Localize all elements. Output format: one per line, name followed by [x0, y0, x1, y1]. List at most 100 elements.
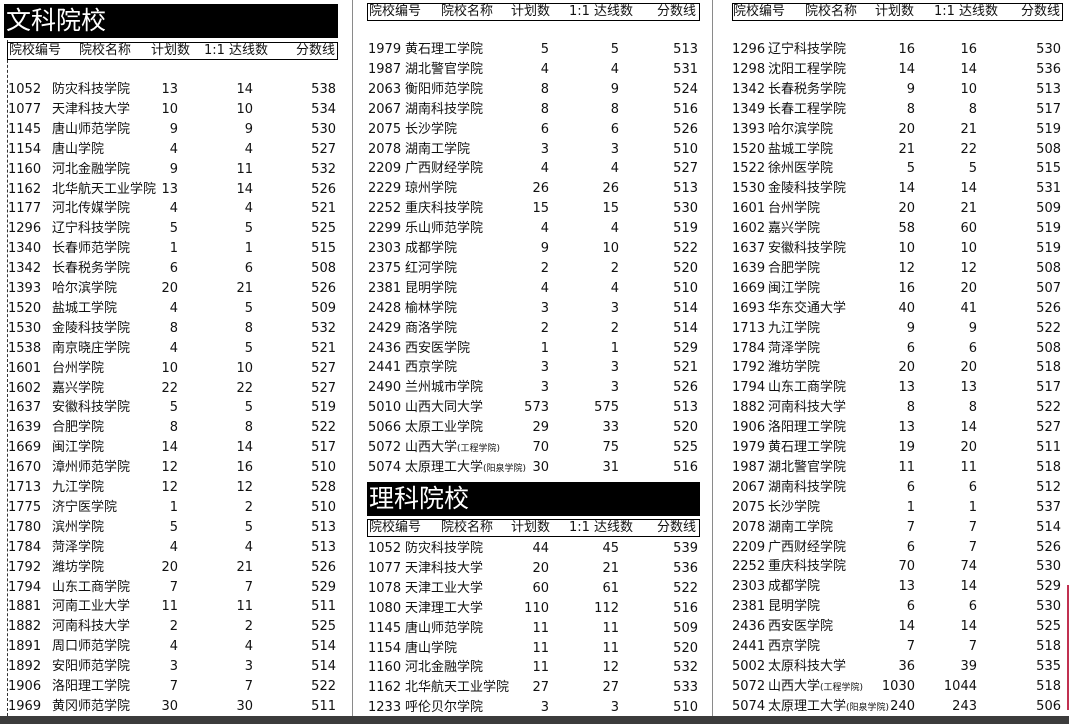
cell-code: 1637	[8, 400, 42, 416]
cell-score: 525	[1036, 619, 1061, 635]
cell-name: 河北金融学院	[52, 161, 131, 177]
table-row: 1233 呼伦贝尔学院 3 3 510	[0, 698, 1069, 718]
cell-code: 2428	[368, 300, 402, 316]
cell-plan: 4	[169, 340, 178, 356]
cell-code: 1639	[8, 420, 42, 436]
cell-name: 华东交通大学	[768, 300, 847, 316]
table-row: 5010 山西大同大学 573 575 513	[0, 398, 1069, 418]
table-row: 1670 漳州师范学院 12 16 510	[0, 458, 1069, 478]
cell-name: 红河学院	[405, 260, 458, 276]
table-row: 1520 盐城工学院 4 5 509	[0, 299, 1069, 319]
cell-code: 1522	[732, 161, 766, 177]
cell-code: 1160	[368, 660, 402, 676]
cell-code: 1784	[8, 539, 42, 555]
cell-reached: 33	[602, 420, 619, 436]
cell-plan: 30	[532, 459, 549, 475]
cell-name: 北华航天工业学院	[405, 680, 510, 696]
cell-score: 514	[1036, 519, 1061, 535]
cell-code: 2441	[732, 639, 766, 654]
cell-reached: 1	[968, 499, 977, 515]
cell-score: 528	[311, 480, 336, 495]
cell-reached: 8	[968, 101, 977, 117]
cell-reached: 14	[960, 579, 977, 595]
cell-score: 516	[673, 600, 698, 616]
table-row: 1154 唐山学院 11 11 520	[0, 639, 1069, 659]
header-score: 分数线	[1021, 4, 1061, 19]
table-row: 1881 河南工业大学 11 11 511	[0, 597, 1069, 617]
table-row: 2381 昆明学院 4 4 510	[0, 279, 1069, 299]
cell-plan: 4	[169, 539, 178, 555]
cell-reached: 13	[960, 380, 977, 396]
table-row: 1713 九江学院 9 9 522	[0, 319, 1069, 339]
cell-plan: 44	[532, 541, 549, 556]
cell-score: 522	[1036, 320, 1061, 336]
cell-score: 522	[673, 580, 698, 596]
cell-score: 519	[1036, 121, 1061, 137]
table-row: 2063 衡阳师范学院 8 9 524	[0, 80, 1069, 100]
cell-plan: 6	[906, 539, 915, 555]
table-row: 1775 济宁医学院 1 2 510	[0, 498, 1069, 518]
cell-code: 2436	[732, 619, 766, 635]
cell-code: 2078	[732, 519, 766, 535]
table-row: 1052 防灾科技学院 44 45 539	[0, 539, 1069, 559]
cell-plan: 40	[898, 300, 915, 316]
cell-name: 天津理工大学	[405, 600, 484, 616]
cell-code: 2229	[368, 181, 402, 197]
cell-score: 525	[673, 440, 698, 455]
table-row: 1891 周口师范学院 4 4 514	[0, 637, 1069, 657]
cell-reached: 45	[602, 541, 619, 556]
cell-score: 527	[311, 141, 336, 157]
cell-code: 5066	[368, 420, 402, 436]
cell-code: 5074	[368, 459, 402, 475]
cell-reached: 14	[236, 181, 253, 197]
cell-code: 1602	[8, 380, 42, 396]
cell-score: 510	[311, 499, 336, 515]
cell-plan: 9	[540, 241, 549, 256]
cell-plan: 4	[540, 221, 549, 237]
table-row: 1979 黄石理工学院 5 5 513	[0, 40, 1069, 60]
cell-score: 510	[673, 280, 698, 296]
cell-code: 1077	[8, 101, 42, 117]
cell-name: 湖南工学院	[768, 519, 834, 535]
table-row: 1713 九江学院 12 12 528	[0, 478, 1069, 498]
cell-score: 529	[1036, 579, 1061, 595]
cell-name: 潍坊学院	[768, 360, 821, 376]
cell-name: 太原工业学院	[405, 420, 484, 436]
cell-name: 琼州学院	[405, 181, 458, 197]
cell-plan: 5	[169, 400, 178, 416]
cell-name: 长春税务学院	[768, 81, 847, 97]
cell-score: 522	[1036, 400, 1061, 416]
table-row: 1639 合肥学院 8 8 522	[0, 418, 1069, 438]
cell-reached: 6	[244, 261, 253, 277]
cell-code: 2067	[732, 479, 766, 495]
table-row: 1601 台州学院 20 21 509	[0, 199, 1069, 219]
table-row: 1987 湖北警官学院 11 11 518	[0, 458, 1069, 478]
table-row: 1784 菏泽学院 6 6 508	[0, 339, 1069, 359]
cell-code: 1233	[368, 700, 402, 716]
header-plan: 计划数	[511, 520, 551, 535]
cell-name: 太原科技大学	[768, 658, 847, 674]
cell-score: 530	[673, 201, 698, 217]
cell-name: 河南科技大学	[768, 400, 847, 416]
cell-plan: 8	[540, 81, 549, 97]
cell-plan: 1030	[881, 678, 915, 694]
cell-reached: 4	[610, 161, 619, 177]
cell-score: 526	[311, 281, 336, 296]
cell-name: 安徽科技学院	[52, 400, 131, 416]
table-row: 1522 徐州医学院 5 5 515	[0, 159, 1069, 179]
cell-name: 广西财经学院	[768, 539, 847, 555]
cell-code: 1906	[8, 679, 42, 694]
table-row: 1162 北华航天工业学院 13 14 526	[0, 180, 1069, 200]
cell-score: 538	[311, 82, 336, 97]
table-row: 1637 安徽科技学院 10 10 519	[0, 239, 1069, 259]
cell-plan: 8	[169, 420, 178, 436]
table-row: 1160 河北金融学院 11 12 532	[0, 658, 1069, 678]
cell-score: 511	[1036, 440, 1061, 455]
cell-name: 商洛学院	[405, 320, 458, 336]
cell-reached: 112	[594, 600, 619, 616]
cell-code: 1349	[732, 101, 766, 117]
cell-plan: 19	[898, 440, 915, 455]
cell-plan: 2	[540, 320, 549, 336]
cell-name: 黄石理工学院	[768, 440, 847, 455]
cell-name: 榆林学院	[405, 300, 458, 316]
